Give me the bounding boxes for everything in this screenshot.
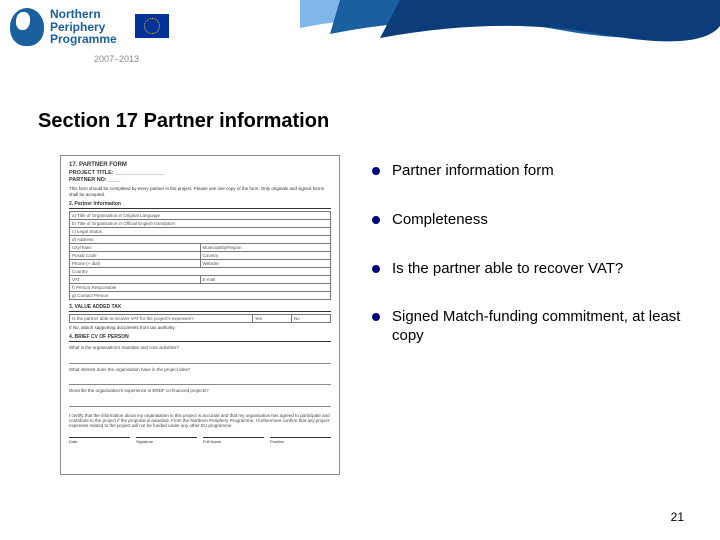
bullet-icon <box>372 265 380 273</box>
list-item: Partner information form <box>372 162 702 181</box>
sig-signature: Signature <box>136 437 197 444</box>
partner-info-table: a) Title of Organisation in Original Lan… <box>69 211 331 300</box>
cv-q: What is the organisation's mandate and c… <box>69 345 331 350</box>
form-instruction: This form should be completed by every p… <box>69 186 331 197</box>
interest-q: What interest does the organisation have… <box>69 367 331 372</box>
project-title-label: PROJECT TITLE: <box>69 170 114 176</box>
exp-q: Describe the organisation's experience i… <box>69 388 331 393</box>
logo-area: Northern Periphery Programme <box>10 8 169 46</box>
sig-date: Date <box>69 437 130 444</box>
sig-position: Position <box>270 437 331 444</box>
declaration: I certify that the information about my … <box>69 413 331 429</box>
form-heading: 17. PARTNER FORM <box>69 162 331 168</box>
list-item: Signed Match-funding commitment, at leas… <box>372 308 702 346</box>
bullet-text-2: Completeness <box>392 211 488 230</box>
page-number: 21 <box>671 510 684 524</box>
logo-line1: Northern <box>50 8 117 21</box>
eu-flag-icon <box>135 14 169 38</box>
npp-logo: Northern Periphery Programme <box>10 8 117 46</box>
bullet-text-3: Is the partner able to recover VAT? <box>392 260 623 279</box>
form-section4-heading: 4. BRIEF CV OF PERSON <box>69 334 331 342</box>
bullet-list: Partner information form Completeness Is… <box>372 162 702 376</box>
form-section2-heading: 2. Partner Information <box>69 201 331 209</box>
sig-fullname: Full Name <box>203 437 264 444</box>
header-wave <box>300 0 720 70</box>
list-item: Completeness <box>372 211 702 230</box>
bullet-icon <box>372 216 380 224</box>
bullet-icon <box>372 313 380 321</box>
form-section3-heading: 3. VALUE ADDED TAX <box>69 304 331 312</box>
logo-line3: Programme <box>50 33 117 46</box>
bullet-text-4: Signed Match-funding commitment, at leas… <box>392 308 702 346</box>
section-title: Section 17 Partner information <box>38 110 329 133</box>
partner-no-label: PARTNER NO: <box>69 177 107 183</box>
partner-form-preview: 17. PARTNER FORM PROJECT TITLE: ________… <box>60 155 340 475</box>
npp-logo-text: Northern Periphery Programme <box>50 8 117 46</box>
npp-logo-icon <box>10 8 44 46</box>
vat-table: Is the partner able to recover VAT for t… <box>69 314 331 323</box>
signature-row: Date Signature Full Name Position <box>69 437 331 444</box>
bullet-icon <box>372 167 380 175</box>
vat-note: If No, attach supporting documents from … <box>69 325 331 330</box>
bullet-text-1: Partner information form <box>392 162 554 181</box>
logo-years: 2007–2013 <box>94 54 139 64</box>
list-item: Is the partner able to recover VAT? <box>372 260 702 279</box>
